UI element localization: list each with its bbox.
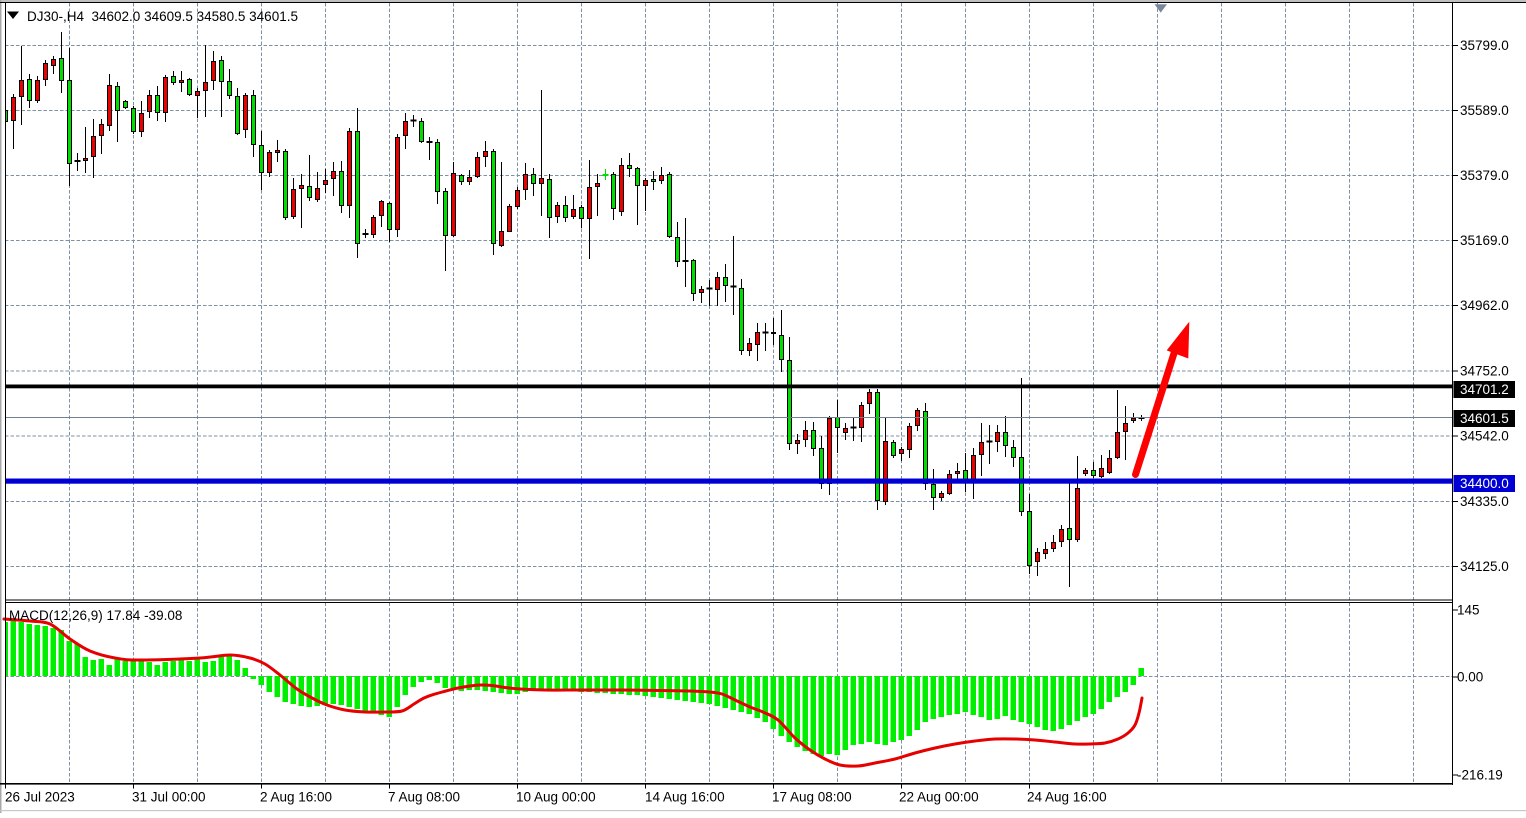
svg-text:34962.0: 34962.0: [1460, 298, 1509, 313]
svg-text:35589.0: 35589.0: [1460, 103, 1509, 118]
svg-text:14 Aug 16:00: 14 Aug 16:00: [645, 790, 725, 805]
svg-text:34125.0: 34125.0: [1460, 559, 1509, 574]
svg-text:-216.19: -216.19: [1457, 768, 1503, 783]
svg-text:DJ30-,H4 34602.0 34609.5 3458: DJ30-,H4 34602.0 34609.5 34580.5 34601.5: [27, 9, 298, 24]
svg-text:34701.2: 34701.2: [1460, 382, 1509, 397]
svg-text:17 Aug 08:00: 17 Aug 08:00: [772, 790, 852, 805]
svg-text:34400.0: 34400.0: [1460, 476, 1509, 491]
svg-text:22 Aug 00:00: 22 Aug 00:00: [899, 790, 979, 805]
svg-text:35169.0: 35169.0: [1460, 233, 1509, 248]
svg-text:MACD(12,26,9) 17.84 -39.08: MACD(12,26,9) 17.84 -39.08: [9, 608, 182, 623]
svg-text:2 Aug 16:00: 2 Aug 16:00: [260, 790, 332, 805]
svg-text:24 Aug 16:00: 24 Aug 16:00: [1027, 790, 1107, 805]
svg-text:34601.5: 34601.5: [1460, 411, 1509, 426]
svg-text:0.00: 0.00: [1457, 670, 1483, 685]
svg-text:34752.0: 34752.0: [1460, 364, 1509, 379]
svg-text:34542.0: 34542.0: [1460, 429, 1509, 444]
svg-text:31 Jul 00:00: 31 Jul 00:00: [132, 790, 206, 805]
svg-text:35799.0: 35799.0: [1460, 38, 1509, 53]
svg-text:26 Jul 2023: 26 Jul 2023: [5, 790, 75, 805]
svg-text:34335.0: 34335.0: [1460, 494, 1509, 509]
svg-text:7 Aug 08:00: 7 Aug 08:00: [388, 790, 460, 805]
svg-text:145: 145: [1457, 603, 1480, 618]
svg-text:10 Aug 00:00: 10 Aug 00:00: [516, 790, 596, 805]
svg-text:35379.0: 35379.0: [1460, 168, 1509, 183]
